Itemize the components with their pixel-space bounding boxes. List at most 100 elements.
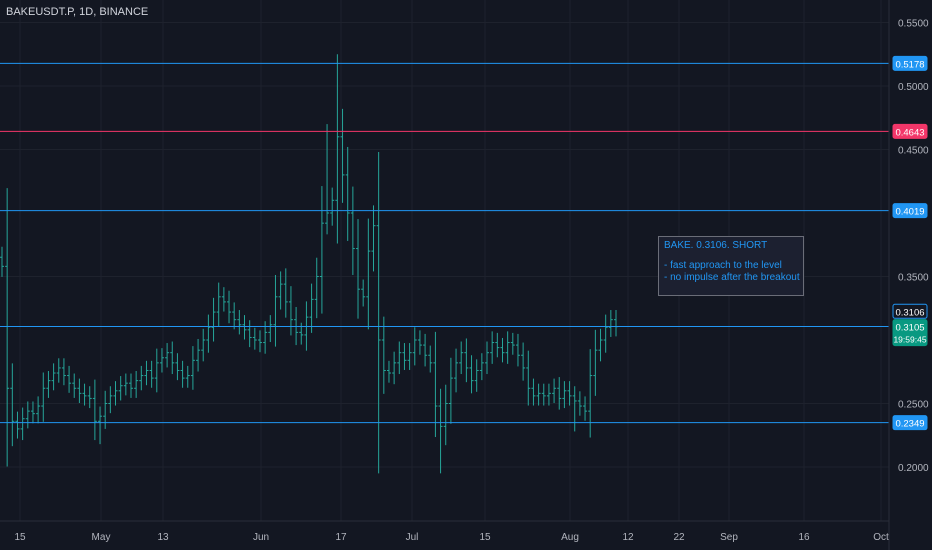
ohlc-bar xyxy=(82,383,87,406)
ohlc-bar xyxy=(319,186,324,314)
ohlc-bar xyxy=(67,365,72,393)
ohlc-bar xyxy=(185,365,190,388)
y-tick-label: 0.5500 xyxy=(898,19,929,30)
ohlc-bar xyxy=(180,360,185,388)
ohlc-bar xyxy=(366,218,371,330)
ohlc-bar xyxy=(211,297,216,342)
ohlc-bar xyxy=(118,376,123,401)
ohlc-bar xyxy=(588,349,593,438)
trade-annotation[interactable]: BAKE. 0.3106. SHORT - fast approach to t… xyxy=(658,236,804,296)
ohlc-bar xyxy=(490,331,495,364)
ohlc-bar xyxy=(330,187,335,226)
ohlc-bar xyxy=(562,381,567,409)
ohlc-bar xyxy=(598,328,603,362)
ohlc-bar xyxy=(0,246,4,277)
ohlc-bar xyxy=(546,383,551,406)
ohlc-bar xyxy=(288,286,293,336)
ohlc-bar xyxy=(273,274,278,347)
x-tick-label: 17 xyxy=(335,532,347,543)
ohlc-bar xyxy=(56,358,61,383)
x-tick-label: 12 xyxy=(622,532,634,543)
ohlc-bar xyxy=(515,333,520,367)
x-tick-label: 15 xyxy=(479,532,491,543)
x-tick-label: 22 xyxy=(673,532,685,543)
x-tick-label: 13 xyxy=(157,532,169,543)
ohlc-bar xyxy=(402,343,407,370)
x-tick-label: 15 xyxy=(14,532,26,543)
y-tick-label: 0.2500 xyxy=(898,400,929,411)
ohlc-bar xyxy=(242,315,247,340)
ohlc-bar xyxy=(608,310,613,337)
ohlc-bar xyxy=(237,310,242,335)
ohlc-bar xyxy=(423,333,428,367)
ohlc-bar xyxy=(20,407,25,441)
ohlc-bar xyxy=(134,370,139,398)
level-badge-0[interactable]: 0.5178 xyxy=(892,55,928,71)
ohlc-bar xyxy=(345,146,350,241)
ohlc-bar xyxy=(469,355,474,394)
ohlc-bar xyxy=(459,341,464,375)
level-badge-2[interactable]: 0.4019 xyxy=(892,203,928,219)
ohlc-bar xyxy=(526,350,531,406)
ohlc-bar xyxy=(428,345,433,373)
price-badges: 0.5178 0.4643 0.4019 0.3106 0.2349 0.310519:5… xyxy=(892,55,928,431)
ohlc-bar xyxy=(356,219,361,319)
ohlc-bar xyxy=(165,343,170,368)
ohlc-bar xyxy=(552,378,557,403)
ohlc-bar xyxy=(61,358,66,386)
ohlc-bar xyxy=(159,348,164,373)
ohlc-bar xyxy=(87,386,92,409)
ohlc-bar xyxy=(464,338,469,383)
level-badge-4-text: 0.2349 xyxy=(895,419,924,430)
ohlc-bar xyxy=(572,386,577,432)
ohlc-bar xyxy=(541,383,546,406)
ohlc-bar xyxy=(128,373,133,398)
ohlc-bar xyxy=(309,283,314,333)
ohlc-bar xyxy=(268,315,273,343)
annotation-line-2: - no impulse after the breakout xyxy=(664,272,800,283)
ohlc-bar xyxy=(583,396,588,421)
level-badge-1-text: 0.4643 xyxy=(895,127,924,138)
ohlc-bar xyxy=(190,346,195,390)
ohlc-bar xyxy=(41,372,46,422)
ohlc-bar xyxy=(227,290,232,324)
ohlc-bar xyxy=(196,338,201,372)
horizontal-levels xyxy=(0,62,889,424)
ohlc-bar xyxy=(495,332,500,358)
ohlc-bar xyxy=(531,378,536,406)
ohlc-bar xyxy=(448,357,453,424)
ohlc-bar xyxy=(454,348,459,393)
x-tick-label: 16 xyxy=(798,532,810,543)
ohlc-bar xyxy=(113,381,118,406)
ohlc-bar xyxy=(392,351,397,385)
ohlc-bar xyxy=(505,331,510,364)
last-price-badge-countdown: 19:59:45 xyxy=(893,335,926,345)
price-axis[interactable]: 0.5500 0.5000 0.4500 0.3500 0.2500 0.2000 xyxy=(898,19,929,475)
level-badge-3[interactable]: 0.3106 xyxy=(892,303,928,319)
x-tick-label: Sep xyxy=(720,532,738,543)
ohlc-bar xyxy=(386,360,391,383)
ohlc-bar xyxy=(485,341,490,375)
ohlc-bar xyxy=(149,360,154,388)
ohlc-bar xyxy=(154,348,159,393)
ohlc-bar xyxy=(567,381,572,406)
level-badge-4[interactable]: 0.2349 xyxy=(892,415,928,431)
annotation-line-1: - fast approach to the level xyxy=(664,260,782,271)
ohlc-bar xyxy=(283,268,288,318)
ohlc-bar xyxy=(10,363,15,447)
time-axis[interactable]: 15 May 13 Jun 17 Jul 15 Aug 12 22 Sep 16 Oct xyxy=(14,532,889,543)
level-badge-1[interactable]: 0.4643 xyxy=(892,123,928,139)
ohlc-bar xyxy=(206,314,211,353)
ohlc-bar xyxy=(557,377,562,410)
ohlc-bar xyxy=(521,342,526,381)
ohlc-bar xyxy=(325,124,330,235)
y-tick-label: 0.5000 xyxy=(898,82,929,93)
ohlc-bars xyxy=(0,54,618,474)
y-tick-label: 0.4500 xyxy=(898,146,929,157)
ohlc-bar xyxy=(479,353,484,381)
ohlc-bar xyxy=(614,310,618,337)
grid-lines xyxy=(0,0,889,521)
ohlc-bar xyxy=(51,363,56,391)
